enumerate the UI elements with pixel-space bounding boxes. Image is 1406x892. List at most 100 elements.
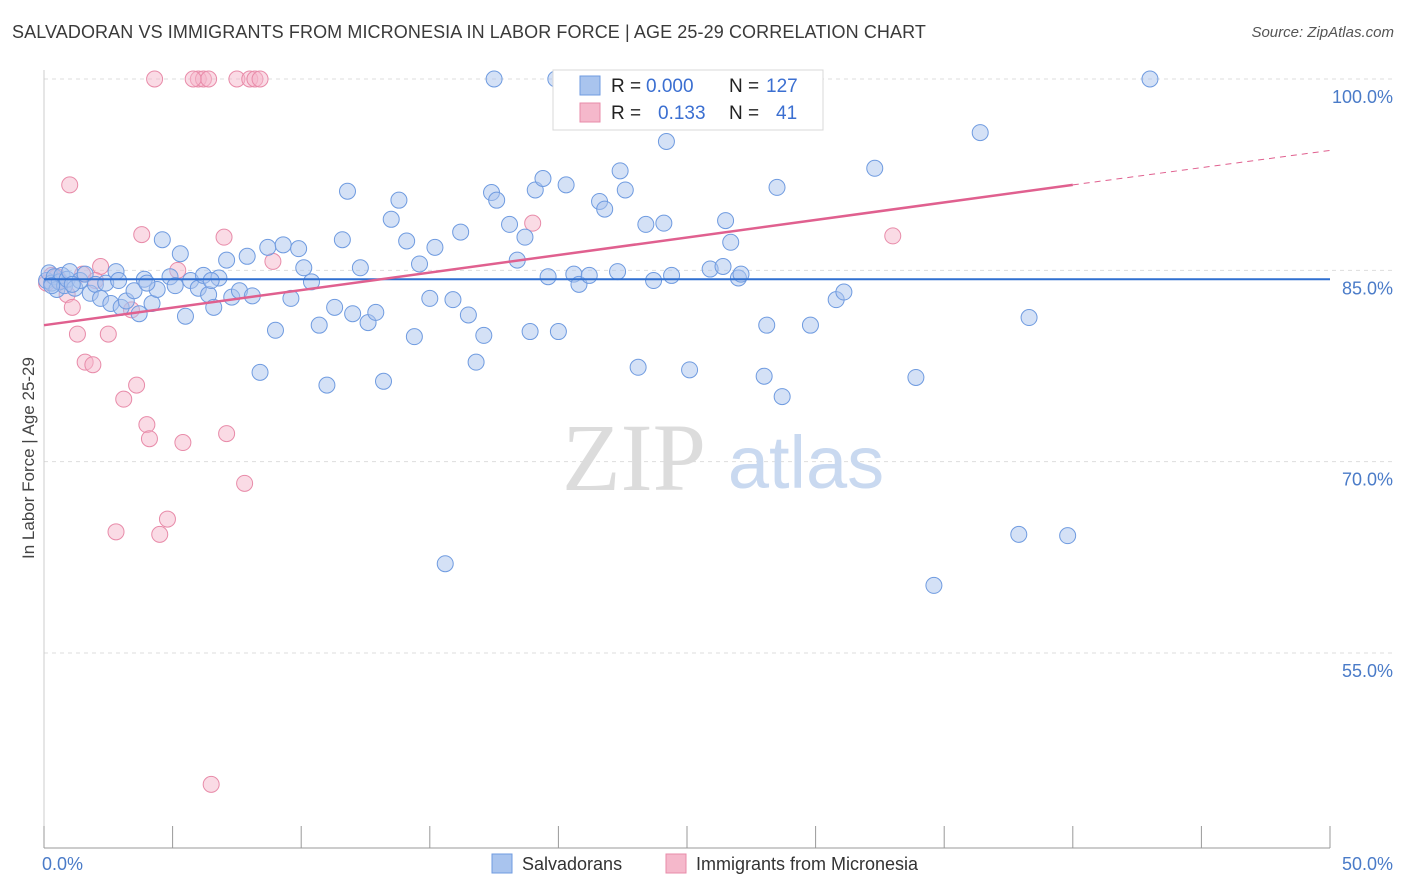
micronesia-point-20: [158, 510, 176, 528]
micronesia-point-5: [63, 298, 81, 316]
salvadoran-point-58: [367, 303, 385, 321]
salvadoran-point-42: [251, 363, 269, 381]
salvadoran-point-110: [801, 316, 819, 334]
salvadoran-point-26: [153, 231, 171, 249]
y-tick-label-0: 100.0%: [1332, 87, 1393, 107]
salvadoran-point-12: [76, 265, 94, 283]
salvadoran-point-72: [475, 326, 493, 344]
salvadoran-point-101: [714, 258, 732, 276]
salvadoran-point-91: [611, 162, 629, 180]
micronesia-point-6: [68, 325, 86, 343]
salvadoran-point-123: [63, 275, 81, 293]
salvadoran-point-124: [110, 272, 128, 290]
x-tick-labels: 0.0% 50.0%: [42, 854, 1393, 874]
salvadoran-point-44: [266, 321, 284, 339]
salvadoran-point-28: [166, 277, 184, 295]
salvadoran-point-94: [637, 215, 655, 233]
salvadoran-point-37: [218, 251, 236, 269]
micronesia-point-15: [133, 226, 151, 244]
legend-n-value-1: 127: [766, 76, 798, 97]
salvadoran-point-107: [758, 316, 776, 334]
salvadoran-point-108: [768, 178, 786, 196]
legend-n-label-1: N =: [729, 76, 759, 97]
salvadoran-point-119: [1059, 527, 1077, 545]
micronesia-point-36: [884, 227, 902, 245]
legend-r-value-2: 0.133: [658, 103, 706, 124]
micronesia-point-25: [200, 70, 218, 88]
salvadoran-point-56: [351, 259, 369, 277]
salvadoran-point-59: [375, 372, 393, 390]
salvadoran-point-53: [333, 231, 351, 249]
chart-title: SALVADORAN VS IMMIGRANTS FROM MICRONESIA…: [12, 22, 927, 42]
salvadoran-point-68: [444, 291, 462, 309]
salvadoran-point-92: [616, 181, 634, 199]
salvadoran-point-97: [657, 133, 675, 151]
axes: [43, 70, 1331, 849]
salvadoran-point-117: [1010, 525, 1028, 543]
watermark-zip: ZIP: [562, 404, 706, 511]
salvadoran-point-120: [1141, 70, 1159, 88]
salvadoran-point-29: [171, 245, 189, 263]
salvadoran-point-70: [459, 306, 477, 324]
legend-n-label-2: N =: [729, 103, 759, 124]
correlation-legend: R = 0.000 N = 127 R = 0.133 N = 41: [552, 69, 824, 131]
legend-r-value-1: 0.000: [646, 76, 694, 97]
micronesia-point-28: [218, 425, 236, 443]
y-axis-label: In Labor Force | Age 25-29: [19, 357, 38, 559]
salvadoran-point-40: [238, 247, 256, 265]
salvadoran-point-47: [290, 240, 308, 258]
x-tick-label-max: 50.0%: [1342, 854, 1393, 874]
salvadoran-point-74: [488, 191, 506, 209]
watermark: ZIP atlas: [562, 404, 884, 511]
salvadoran-point-84: [557, 176, 575, 194]
micronesia-point-30: [236, 474, 254, 492]
salvadoran-point-115: [925, 576, 943, 594]
salvadoran-point-113: [866, 159, 884, 177]
salvadoran-point-89: [596, 200, 614, 218]
salvadoran-point-21: [125, 282, 143, 300]
y-tick-labels: 100.0% 85.0% 70.0% 55.0%: [1332, 87, 1393, 681]
salvadoran-point-67: [436, 555, 454, 573]
salvadoran-point-87: [580, 266, 598, 284]
micronesia-point-11: [107, 523, 125, 541]
micronesia-point-8: [84, 356, 102, 374]
micronesia-point-19: [151, 525, 169, 543]
salvadoran-point-78: [521, 323, 539, 341]
salvadoran-point-48: [295, 259, 313, 277]
salvadoran-point-52: [326, 298, 344, 316]
salvadoran-point-81: [539, 268, 557, 286]
micronesia-point-27: [215, 228, 233, 246]
series-label-salvadorans: Salvadorans: [522, 854, 622, 874]
micronesia-point-12: [115, 390, 133, 408]
micronesia-point-4: [61, 176, 79, 194]
salvadoran-point-66: [426, 238, 444, 256]
salvadoran-point-95: [645, 272, 663, 290]
salvadoran-point-30: [176, 307, 194, 325]
legend-swatch-blue: [579, 75, 601, 96]
micronesia-point-14: [128, 376, 146, 394]
salvadoran-point-51: [318, 376, 336, 394]
y-tick-label-1: 85.0%: [1342, 278, 1393, 298]
salvadoran-point-60: [382, 210, 400, 228]
salvadoran-point-121: [485, 70, 503, 88]
salvadoran-point-106: [755, 367, 773, 385]
series-legend: Salvadorans Immigrants from Micronesia: [491, 853, 919, 874]
series-swatch-salvadorans: [491, 853, 513, 874]
series-label-micronesia: Immigrants from Micronesia: [696, 854, 919, 874]
salvadoran-point-83: [549, 323, 567, 341]
salvadoran-point-98: [663, 266, 681, 284]
salvadoran-point-43: [259, 238, 277, 256]
legend-r-label-1: R =: [611, 76, 641, 97]
micronesia-point-40: [184, 70, 202, 88]
micronesia-point-22: [174, 434, 192, 452]
salvadoran-point-96: [655, 214, 673, 232]
salvadoran-point-99: [681, 361, 699, 379]
y-tick-label-3: 55.0%: [1342, 661, 1393, 681]
micronesia-point-35: [524, 214, 542, 232]
salvadoran-point-122: [43, 277, 61, 295]
grid-lines: [44, 78, 1392, 654]
salvadoran-point-69: [452, 223, 470, 241]
salvadoran-point-112: [835, 283, 853, 301]
salvadoran-point-102: [717, 212, 735, 230]
